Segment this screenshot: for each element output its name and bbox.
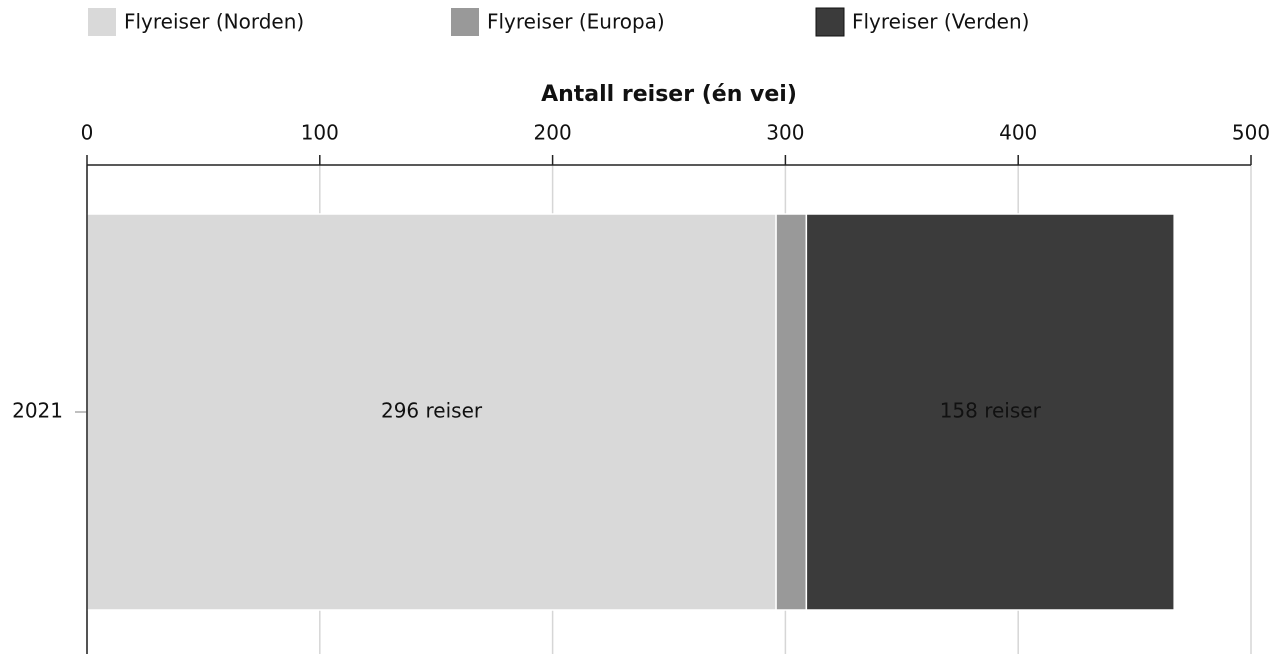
x-tick-label: 100 — [301, 121, 339, 145]
legend-label: Flyreiser (Norden) — [124, 10, 304, 34]
bar-segment — [86, 213, 777, 611]
x-tick-label: 500 — [1232, 121, 1270, 145]
legend-swatch — [451, 8, 479, 36]
bar-segment — [805, 213, 1175, 611]
legend-label: Flyreiser (Verden) — [852, 10, 1029, 34]
axis-title: Antall reiser (én vei) — [541, 82, 797, 107]
x-tick-label: 200 — [534, 121, 572, 145]
x-tick-label: 300 — [766, 121, 804, 145]
bar-segment — [775, 213, 808, 611]
y-tick-label: 2021 — [12, 399, 63, 423]
data-label: 158 reiser — [940, 399, 1042, 423]
legend-label: Flyreiser (Europa) — [487, 10, 665, 34]
legend-swatch — [815, 7, 845, 37]
x-tick-label: 0 — [81, 121, 94, 145]
x-tick-label: 400 — [999, 121, 1037, 145]
legend-swatch — [88, 8, 116, 36]
data-label: 296 reiser — [381, 399, 483, 423]
